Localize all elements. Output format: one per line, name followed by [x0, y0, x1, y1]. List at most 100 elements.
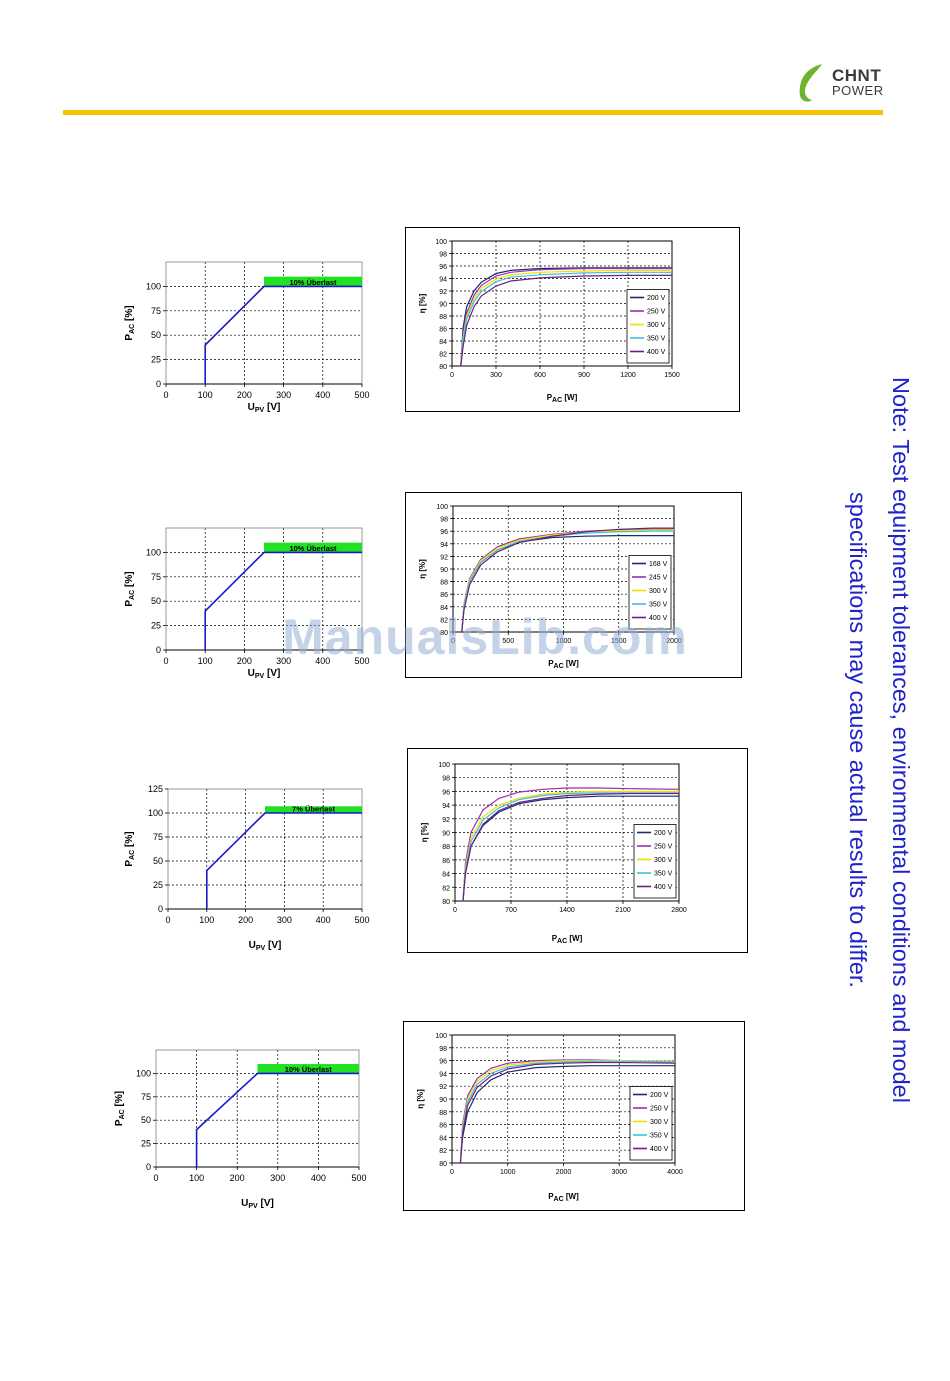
x-tick-label: 0 — [163, 656, 168, 666]
y-axis-label: PAC [%] — [124, 571, 136, 606]
derating-chart-3: 0 100 200 300 400 500 0 25 50 75 100 125 UPV [V] PAC … — [110, 776, 390, 956]
y-tick-label: 94 — [440, 542, 448, 549]
legend-label: 250 V — [654, 844, 673, 851]
x-tick-label: 100 — [198, 656, 213, 666]
x-tick-label: 0 — [453, 907, 457, 914]
y-tick-label: 0 — [146, 1162, 151, 1172]
x-tick-label: 900 — [578, 372, 590, 379]
legend-label: 350 V — [650, 1133, 669, 1140]
leaf-icon — [799, 64, 822, 102]
y-tick-label: 82 — [439, 1148, 447, 1155]
x-tick-label: 1400 — [559, 907, 575, 914]
y-tick-label: 0 — [156, 379, 161, 389]
y-tick-label: 25 — [151, 621, 161, 631]
y-tick-label: 96 — [439, 264, 447, 271]
y-axis-label: PAC [%] — [124, 831, 136, 866]
x-tick-label: 100 — [198, 390, 213, 400]
y-tick-label: 86 — [439, 1123, 447, 1130]
y-tick-label: 0 — [158, 904, 163, 914]
y-axis-label: η [%] — [418, 559, 427, 579]
chart-frame — [407, 748, 748, 953]
legend-label: 168 V — [649, 561, 668, 568]
chart-svg: 0 700 1400 2100 2800 80 82 84 86 88 90 92 94 96 98 100 P… — [407, 748, 748, 953]
y-tick-label: 100 — [435, 1033, 447, 1040]
y-tick-label: 100 — [436, 504, 448, 511]
overload-band — [264, 276, 362, 287]
series-line-1 — [204, 285, 362, 384]
legend-label: 300 V — [647, 322, 666, 329]
y-tick-label: 86 — [442, 858, 450, 865]
derating-chart-4: 0 100 200 300 400 500 0 25 50 75 100 UPV [V] PAC [%]… — [100, 1034, 390, 1214]
side-note: Note: Test equipment tolerances, environ… — [822, 355, 922, 1125]
x-tick-label: 0 — [450, 372, 454, 379]
y-tick-label: 90 — [440, 567, 448, 574]
chart-svg: 0 100 200 300 400 500 0 25 50 75 100 125 UPV [V] PAC … — [124, 784, 370, 952]
x-tick-label: 1000 — [500, 1169, 516, 1176]
y-tick-label: 80 — [442, 899, 450, 906]
x-tick-label: 0 — [153, 1173, 158, 1183]
chart-frame — [403, 1021, 745, 1211]
x-tick-label: 300 — [277, 915, 292, 925]
x-tick-label: 2000 — [666, 638, 682, 645]
x-tick-label: 200 — [237, 390, 252, 400]
y-tick-label: 92 — [439, 1084, 447, 1091]
y-tick-label: 86 — [440, 592, 448, 599]
efficiency-chart-3: 0 700 1400 2100 2800 80 82 84 86 88 90 92 94 96 98 100 P… — [407, 748, 748, 953]
overload-band-label: 10% Überlast — [289, 278, 337, 287]
series-line-1 — [195, 1072, 359, 1167]
chart-svg: 0 100 200 300 400 500 0 25 50 75 100 UPV [V] PAC [%]… — [124, 261, 370, 414]
y-tick-label: 96 — [440, 529, 448, 536]
legend-label: 250 V — [647, 309, 666, 316]
x-tick-label: 400 — [315, 656, 330, 666]
y-tick-label: 80 — [440, 630, 448, 637]
legend: 200 V 250 V 300 V 350 V 400 V — [626, 289, 670, 364]
chart-svg: 0 1000 2000 3000 4000 80 82 84 86 88 90 92 94 96 98 100… — [403, 1021, 745, 1211]
y-tick-label: 88 — [439, 314, 447, 321]
y-tick-label: 82 — [442, 885, 450, 892]
y-tick-label: 50 — [151, 596, 161, 606]
legend: 200 V 250 V 300 V 350 V 400 V — [633, 824, 677, 899]
legend: 200 V 250 V 300 V 350 V 400 V — [629, 1086, 673, 1161]
y-tick-label: 100 — [435, 239, 447, 246]
x-tick-label: 300 — [276, 390, 291, 400]
x-tick-label: 300 — [270, 1173, 285, 1183]
y-tick-label: 90 — [439, 302, 447, 309]
y-tick-label: 86 — [439, 327, 447, 334]
y-tick-label: 50 — [151, 330, 161, 340]
legend-label: 300 V — [654, 857, 673, 864]
legend-label: 350 V — [649, 602, 668, 609]
chart-svg: 0 500 1000 1500 2000 80 82 84 86 88 90 92 94 96 98 100 P… — [405, 492, 742, 678]
y-tick-label: 96 — [439, 1059, 447, 1066]
chart-frame — [405, 227, 740, 412]
legend-label: 200 V — [650, 1092, 669, 1099]
x-tick-label: 300 — [276, 656, 291, 666]
x-tick-label: 1000 — [556, 638, 572, 645]
overload-band-label: 7% Überlast — [292, 805, 335, 814]
x-tick-label: 200 — [237, 656, 252, 666]
y-tick-label: 92 — [440, 554, 448, 561]
y-tick-label: 50 — [141, 1115, 151, 1125]
legend-label: 300 V — [650, 1119, 669, 1126]
x-tick-label: 1500 — [664, 372, 680, 379]
x-axis-label: UPV [V] — [241, 1198, 274, 1210]
y-axis-label: η [%] — [416, 1089, 425, 1109]
series-line-5 — [459, 1061, 676, 1164]
y-tick-label: 90 — [439, 1097, 447, 1104]
series-line-5 — [461, 527, 674, 633]
y-tick-label: 25 — [153, 880, 163, 890]
x-axis-label: UPV [V] — [249, 940, 282, 952]
y-tick-label: 88 — [442, 844, 450, 851]
y-axis-label: PAC [%] — [114, 1091, 126, 1126]
y-axis-label: PAC [%] — [124, 305, 136, 340]
y-tick-label: 75 — [151, 572, 161, 582]
legend-label: 200 V — [654, 830, 673, 837]
overload-band — [264, 542, 362, 553]
x-tick-label: 0 — [163, 390, 168, 400]
y-tick-label: 100 — [136, 1068, 151, 1078]
derating-chart-2: 0 100 200 300 400 500 0 25 50 75 100 UPV [V] PAC [%]… — [110, 514, 390, 684]
x-axis-label: PAC [W] — [547, 393, 578, 404]
x-tick-label: 600 — [534, 372, 546, 379]
series-line-5 — [462, 792, 679, 902]
x-tick-label: 2800 — [671, 907, 687, 914]
y-tick-label: 100 — [146, 281, 161, 291]
